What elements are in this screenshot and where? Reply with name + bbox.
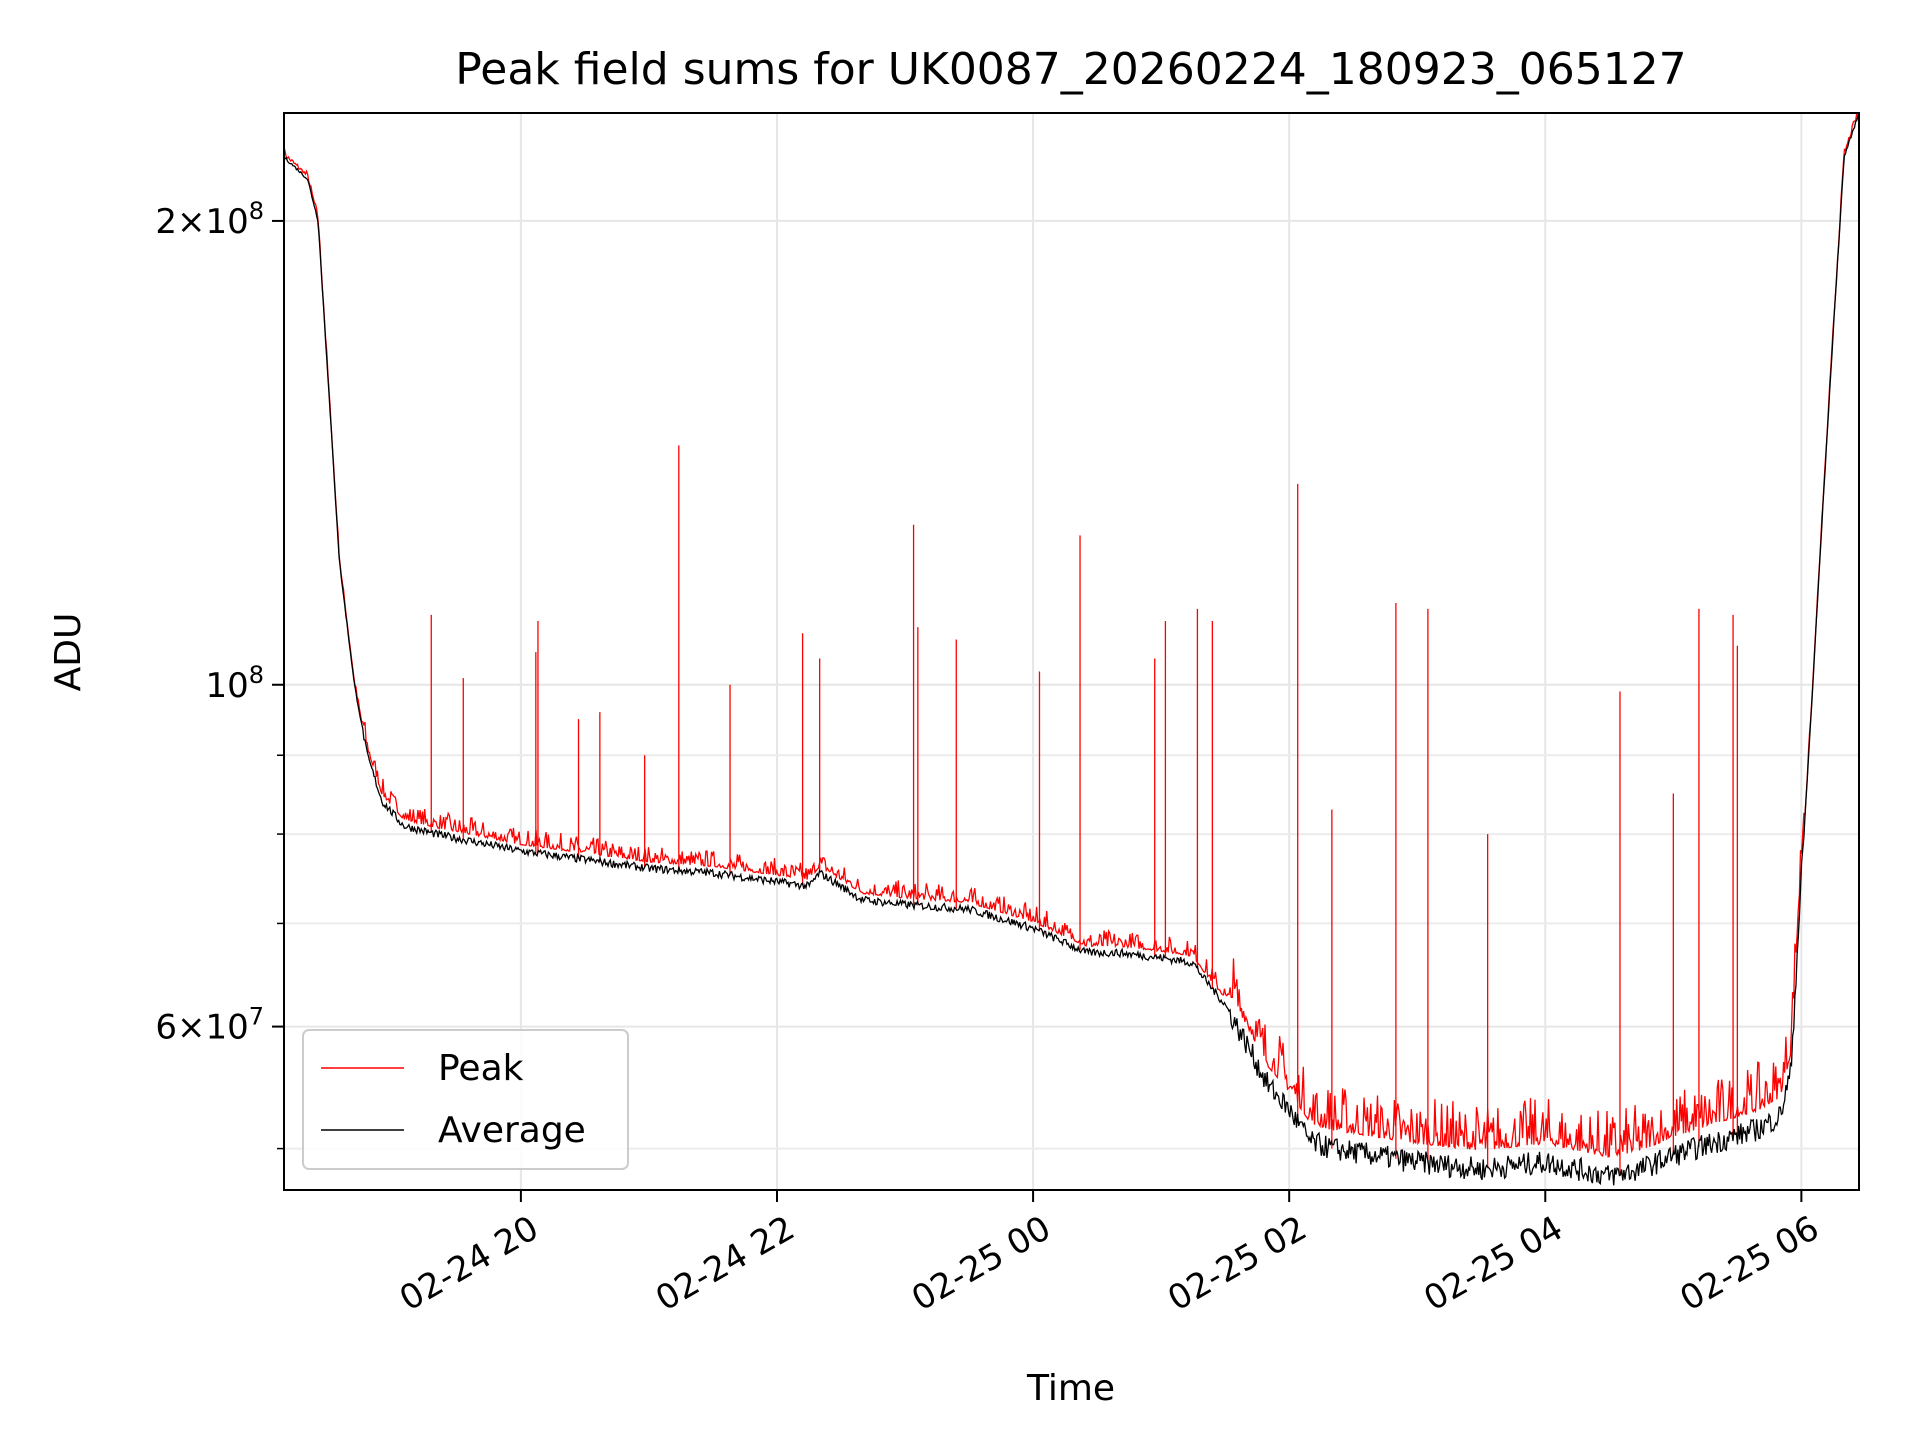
legend-box bbox=[302, 1029, 629, 1170]
y-tick-label: 6×107 bbox=[155, 1003, 264, 1048]
y-axis-label: ADU bbox=[48, 613, 89, 692]
plot-frame bbox=[283, 112, 1860, 1191]
legend-label-peak: Peak bbox=[438, 1048, 524, 1089]
y-tick-label: 108 bbox=[205, 661, 264, 706]
series-average-line bbox=[283, 113, 1860, 1186]
y-tick-label: 2×108 bbox=[155, 197, 264, 242]
legend: Peak Average bbox=[302, 1029, 629, 1170]
x-axis-label: Time bbox=[1026, 1368, 1115, 1409]
series-peak-line bbox=[283, 111, 1860, 1158]
chart-title: Peak field sums for UK0087_20260224_1809… bbox=[455, 44, 1686, 95]
grid bbox=[284, 113, 1859, 1190]
plot-lines bbox=[283, 111, 1860, 1186]
legend-label-average: Average bbox=[438, 1110, 586, 1151]
